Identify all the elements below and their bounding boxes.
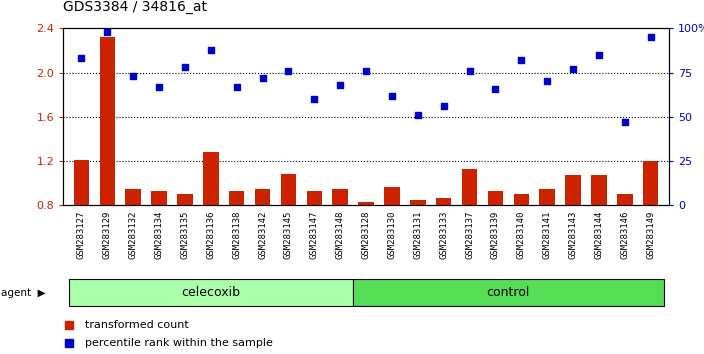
Text: GSM283129: GSM283129: [103, 211, 112, 259]
Point: [334, 82, 346, 88]
Text: control: control: [486, 286, 530, 299]
Bar: [177, 194, 193, 294]
Point: [205, 47, 216, 52]
Bar: [281, 174, 296, 294]
Point: [541, 79, 553, 84]
Point: [464, 68, 475, 74]
Bar: [229, 191, 244, 294]
Text: agent  ▶: agent ▶: [1, 288, 45, 298]
Text: GSM283149: GSM283149: [646, 211, 655, 259]
Point: [645, 34, 656, 40]
Point: [153, 84, 165, 90]
Point: [413, 112, 424, 118]
Point: [593, 52, 605, 58]
Point: [257, 75, 268, 81]
Point: [308, 96, 320, 102]
Bar: [151, 191, 167, 294]
Bar: [306, 191, 322, 294]
Text: GSM283143: GSM283143: [569, 211, 577, 259]
Text: GSM283146: GSM283146: [620, 211, 629, 259]
Text: GSM283136: GSM283136: [206, 211, 215, 259]
Text: transformed count: transformed count: [84, 320, 188, 330]
Text: GSM283148: GSM283148: [336, 211, 345, 259]
Text: GSM283128: GSM283128: [362, 211, 370, 259]
Text: GSM283140: GSM283140: [517, 211, 526, 259]
Point: [516, 57, 527, 63]
Text: GSM283142: GSM283142: [258, 211, 267, 259]
Text: GSM283144: GSM283144: [594, 211, 603, 259]
Text: GSM283138: GSM283138: [232, 211, 241, 259]
Text: GSM283139: GSM283139: [491, 211, 500, 259]
Bar: [384, 187, 400, 294]
Bar: [591, 176, 607, 294]
Bar: [488, 191, 503, 294]
Bar: [99, 37, 115, 294]
Point: [101, 29, 113, 35]
Bar: [410, 200, 426, 294]
Text: GSM283137: GSM283137: [465, 211, 474, 259]
Text: GSM283145: GSM283145: [284, 211, 293, 259]
Text: GSM283132: GSM283132: [129, 211, 138, 259]
Text: GSM283133: GSM283133: [439, 211, 448, 259]
Bar: [125, 189, 141, 294]
Point: [438, 103, 449, 109]
Point: [620, 119, 631, 125]
Point: [360, 68, 372, 74]
Text: GSM283135: GSM283135: [180, 211, 189, 259]
Point: [76, 56, 87, 61]
Bar: [332, 189, 348, 294]
Text: GDS3384 / 34816_at: GDS3384 / 34816_at: [63, 0, 208, 14]
Text: GSM283131: GSM283131: [413, 211, 422, 259]
Text: GSM283141: GSM283141: [543, 211, 552, 259]
Bar: [74, 160, 89, 294]
Bar: [68, 279, 353, 307]
Bar: [358, 202, 374, 294]
Bar: [565, 176, 581, 294]
Point: [386, 93, 398, 98]
Text: GSM283147: GSM283147: [310, 211, 319, 259]
Text: celecoxib: celecoxib: [182, 286, 240, 299]
Bar: [255, 189, 270, 294]
Point: [180, 64, 191, 70]
Bar: [539, 189, 555, 294]
Point: [283, 68, 294, 74]
Text: GSM283127: GSM283127: [77, 211, 86, 259]
Text: GSM283134: GSM283134: [155, 211, 163, 259]
Bar: [203, 152, 219, 294]
Bar: [617, 194, 633, 294]
Bar: [436, 198, 451, 294]
Text: percentile rank within the sample: percentile rank within the sample: [84, 338, 272, 348]
Bar: [513, 194, 529, 294]
Point: [567, 66, 579, 72]
Point: [490, 86, 501, 91]
Point: [127, 73, 139, 79]
Point: [231, 84, 242, 90]
Bar: [643, 161, 658, 294]
Bar: [353, 279, 664, 307]
Text: GSM283130: GSM283130: [387, 211, 396, 259]
Bar: [462, 169, 477, 294]
